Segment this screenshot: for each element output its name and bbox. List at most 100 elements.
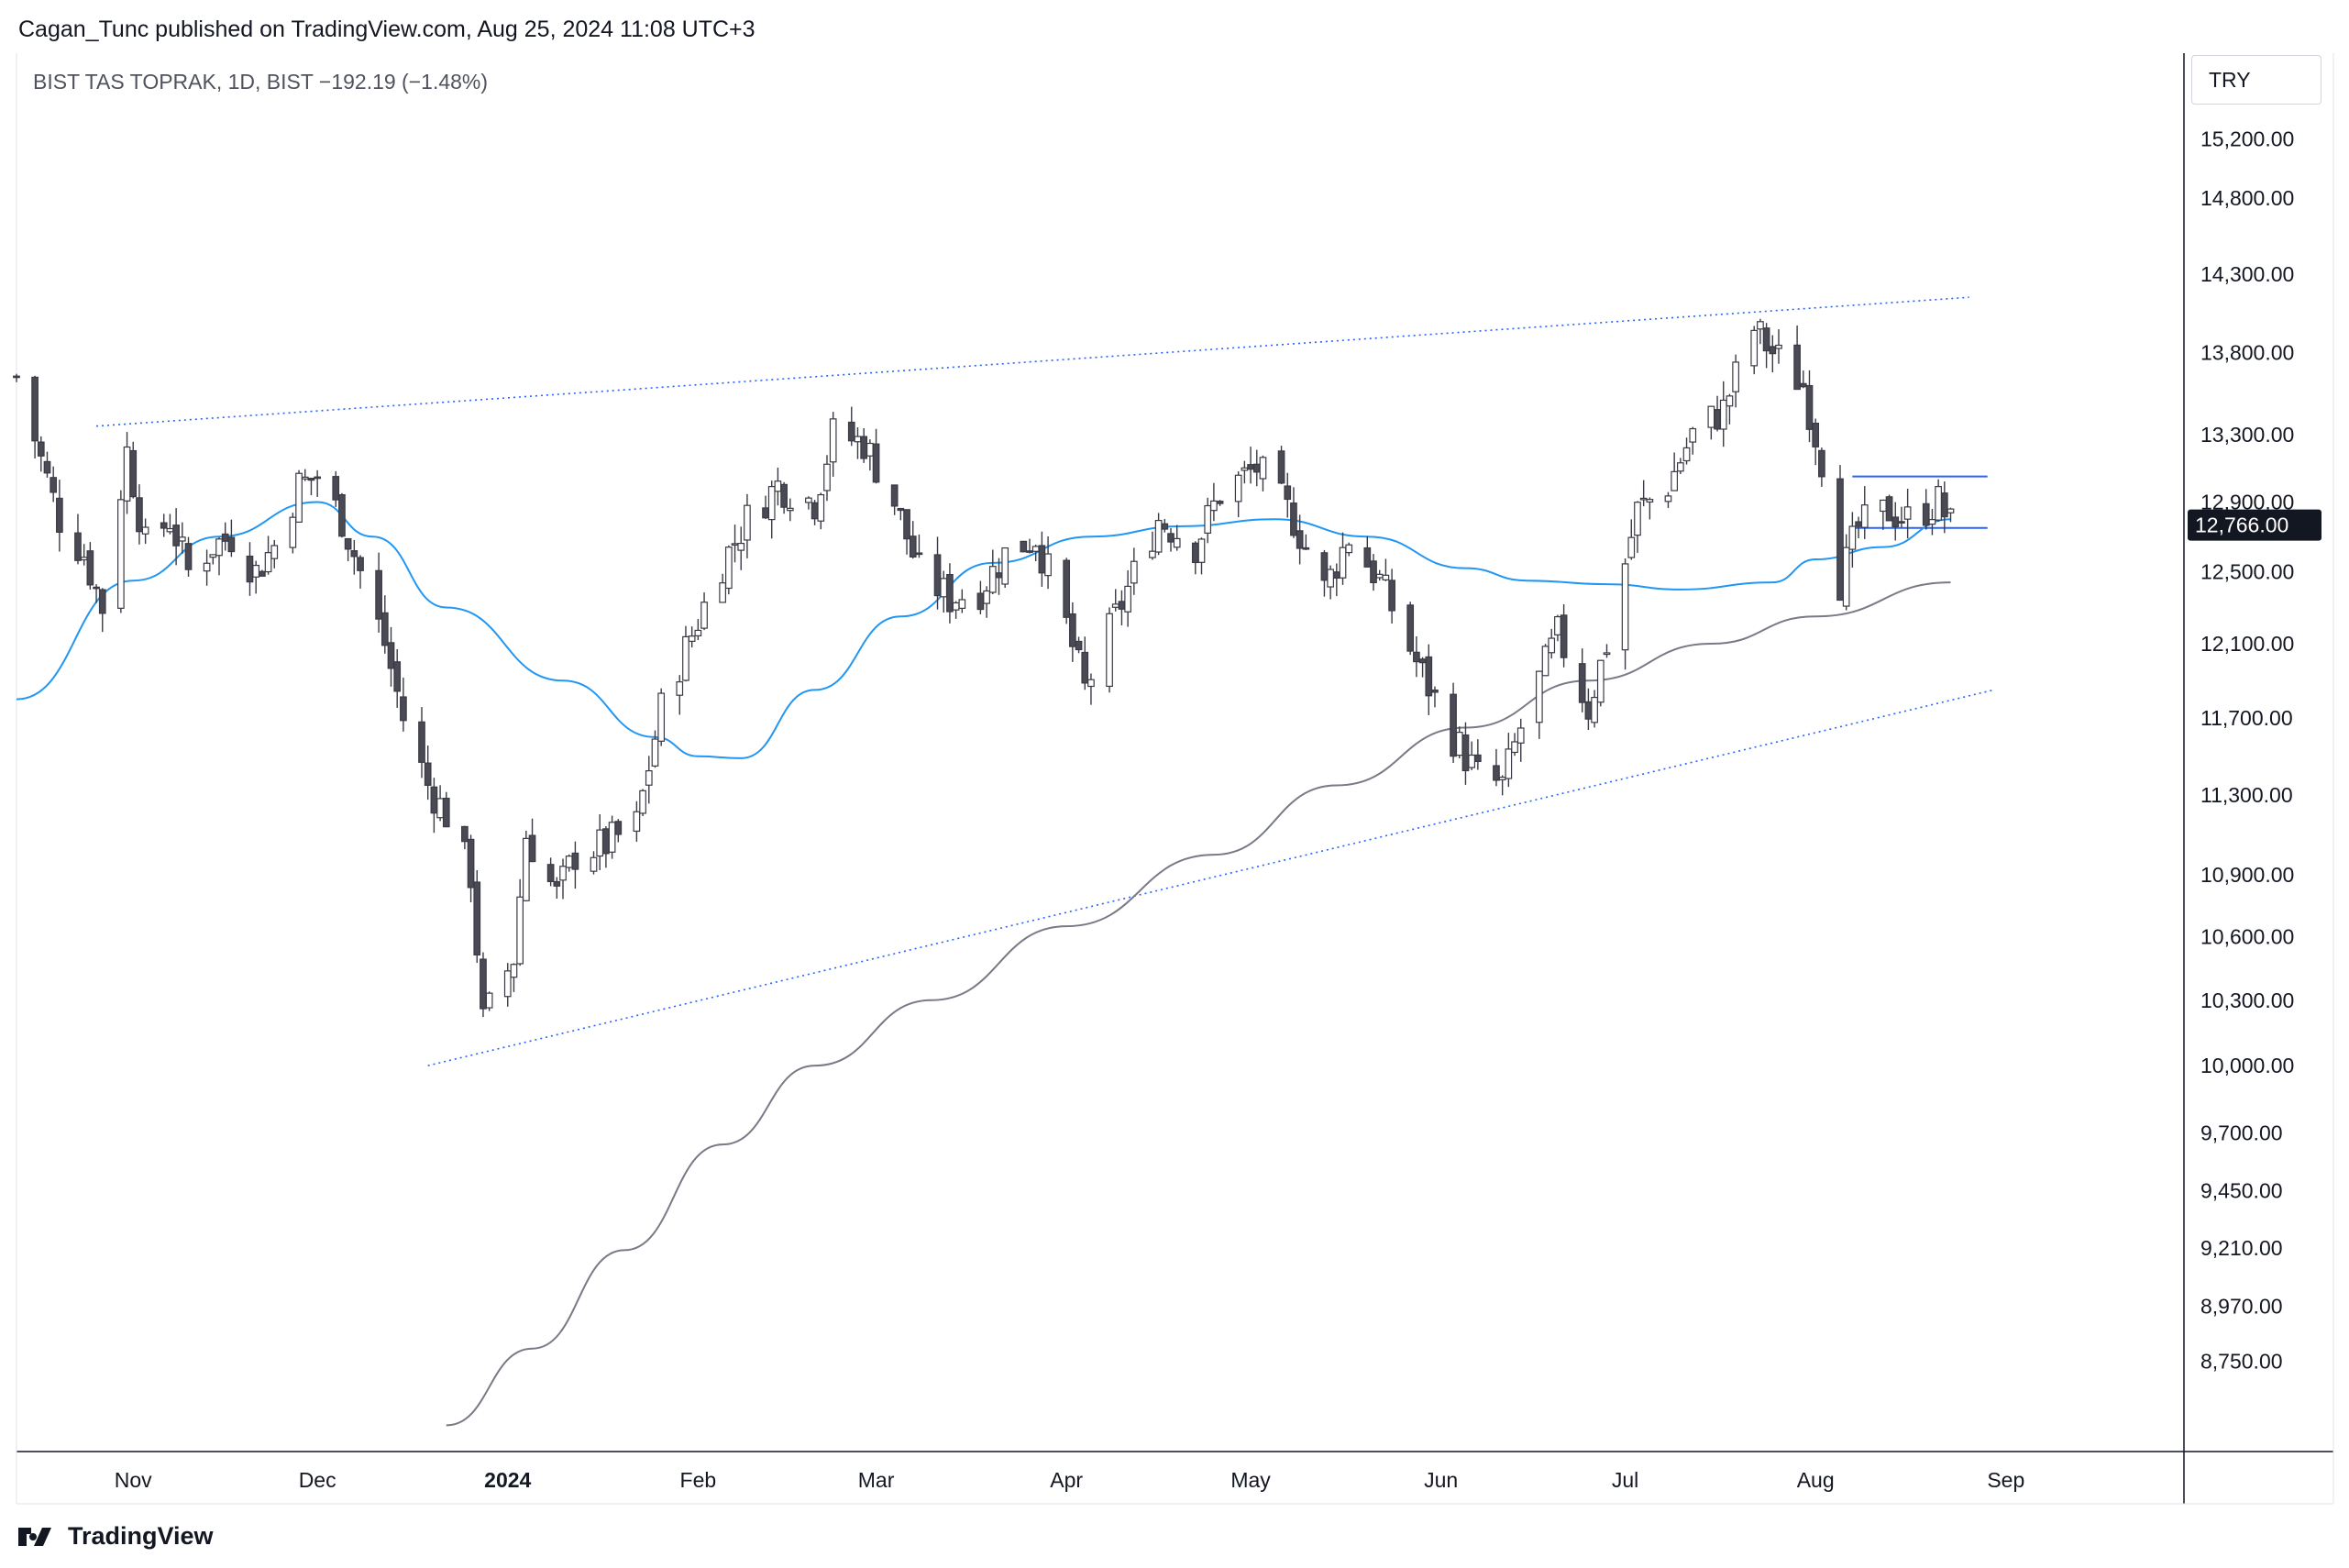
candle-down [1370,560,1377,583]
candle-up [1880,499,1887,513]
candle-up [651,738,659,767]
currency-selector[interactable]: TRY [2191,55,2321,105]
y-tick-label: 10,000.00 [2200,1054,2294,1077]
candle-down [1793,344,1801,391]
candle-down [31,376,39,442]
candle-down [546,864,555,882]
candle-down [1191,542,1199,564]
candle-down [1296,530,1304,549]
drawing-layer [96,296,1994,1066]
candle-up [1111,603,1119,608]
candle-up [1455,732,1463,756]
y-tick-label: 9,700.00 [2200,1121,2283,1145]
candle-up [1087,679,1095,688]
candle-down [227,536,236,553]
candle-up [1548,637,1556,654]
candle-down [380,612,389,646]
candle-up [123,446,131,502]
symbol-legend[interactable]: BIST TAS TOPRAK, 1D, BIST −192.19 (−1.48… [33,70,488,94]
candle-down [1425,656,1433,697]
chart-frame [16,53,2334,1505]
candle-up [1106,613,1113,688]
candle-up [1031,546,1040,552]
candle-up [1241,467,1249,471]
tradingview-footer[interactable]: TradingView [18,1522,214,1551]
y-tick-label: 13,300.00 [2200,423,2294,447]
candle-up [1516,727,1525,744]
candle-down [890,484,899,507]
candle-up [1327,569,1334,588]
candle-down [473,881,481,955]
candle-down [1167,533,1174,543]
candle-up [1664,495,1672,502]
candle-up [1505,748,1513,779]
last-price-marker: 12,766.00 [2188,509,2321,541]
y-tick-label: 8,750.00 [2200,1349,2283,1373]
candle-down [909,536,917,558]
candle-up [270,545,279,559]
candle-down [811,502,819,520]
candle-down [1161,523,1169,530]
candle-down [1762,327,1770,352]
candle-up [436,798,444,819]
y-tick-label: 12,100.00 [2200,632,2294,656]
candle-up [854,436,862,443]
candle-up [1671,470,1679,491]
candle-down [74,532,82,561]
candle-down [480,958,487,1010]
candle-up [958,599,966,609]
candle-down [1063,559,1071,618]
candle-up [1382,574,1390,581]
x-tick-label: 2024 [484,1468,531,1492]
y-tick-label: 12,500.00 [2200,560,2294,584]
candle-down [1081,651,1089,684]
candle-up [203,562,211,572]
candle-up [805,497,812,503]
candle-up [565,856,573,868]
candle-down [430,786,438,814]
candle-up [639,790,646,814]
candle-up [1775,344,1782,349]
candle-up [559,866,567,881]
candle-up [1173,537,1181,548]
candle-down [37,441,45,457]
candle-up [688,635,696,642]
candle-down [1461,734,1470,772]
candle-down [1038,545,1046,574]
candle-up [1903,506,1912,520]
candle-up [80,557,88,561]
candle-down [897,507,905,512]
candle-up [1149,550,1156,558]
candle-down [976,592,985,611]
candle-down [946,574,954,613]
candle-up [1511,741,1518,754]
candle-up [1130,560,1138,584]
candle-down [1247,464,1254,470]
candle-down [1413,651,1420,663]
candle-down [1812,422,1820,447]
candle-down [86,550,94,586]
y-tick-label: 11,300.00 [2200,783,2293,807]
candle-down [184,543,193,570]
candle-down [1252,463,1261,473]
candle-down [1284,485,1292,501]
candle-down [344,537,352,550]
y-axis-ticks: 15,200.00 14,800.00 14,300.00 13,800.00 13,3… [2200,127,2294,1373]
candle-up [1210,500,1218,512]
trendline [96,296,1969,427]
currency-label: TRY [2209,68,2251,92]
y-tick-label: 9,210.00 [2200,1236,2283,1260]
candle-up [209,554,217,558]
candle-up [1935,486,1942,521]
candle-up [1259,457,1267,480]
x-tick-label: Feb [680,1468,717,1492]
candle-down [1584,701,1593,720]
candle-down [1069,613,1076,647]
y-tick-label: 9,450.00 [2200,1179,2283,1203]
candle-down [357,557,364,571]
candle-down [1922,502,1930,526]
candle-up [1498,777,1506,781]
candle-up [141,526,149,535]
candle-up [264,552,272,573]
